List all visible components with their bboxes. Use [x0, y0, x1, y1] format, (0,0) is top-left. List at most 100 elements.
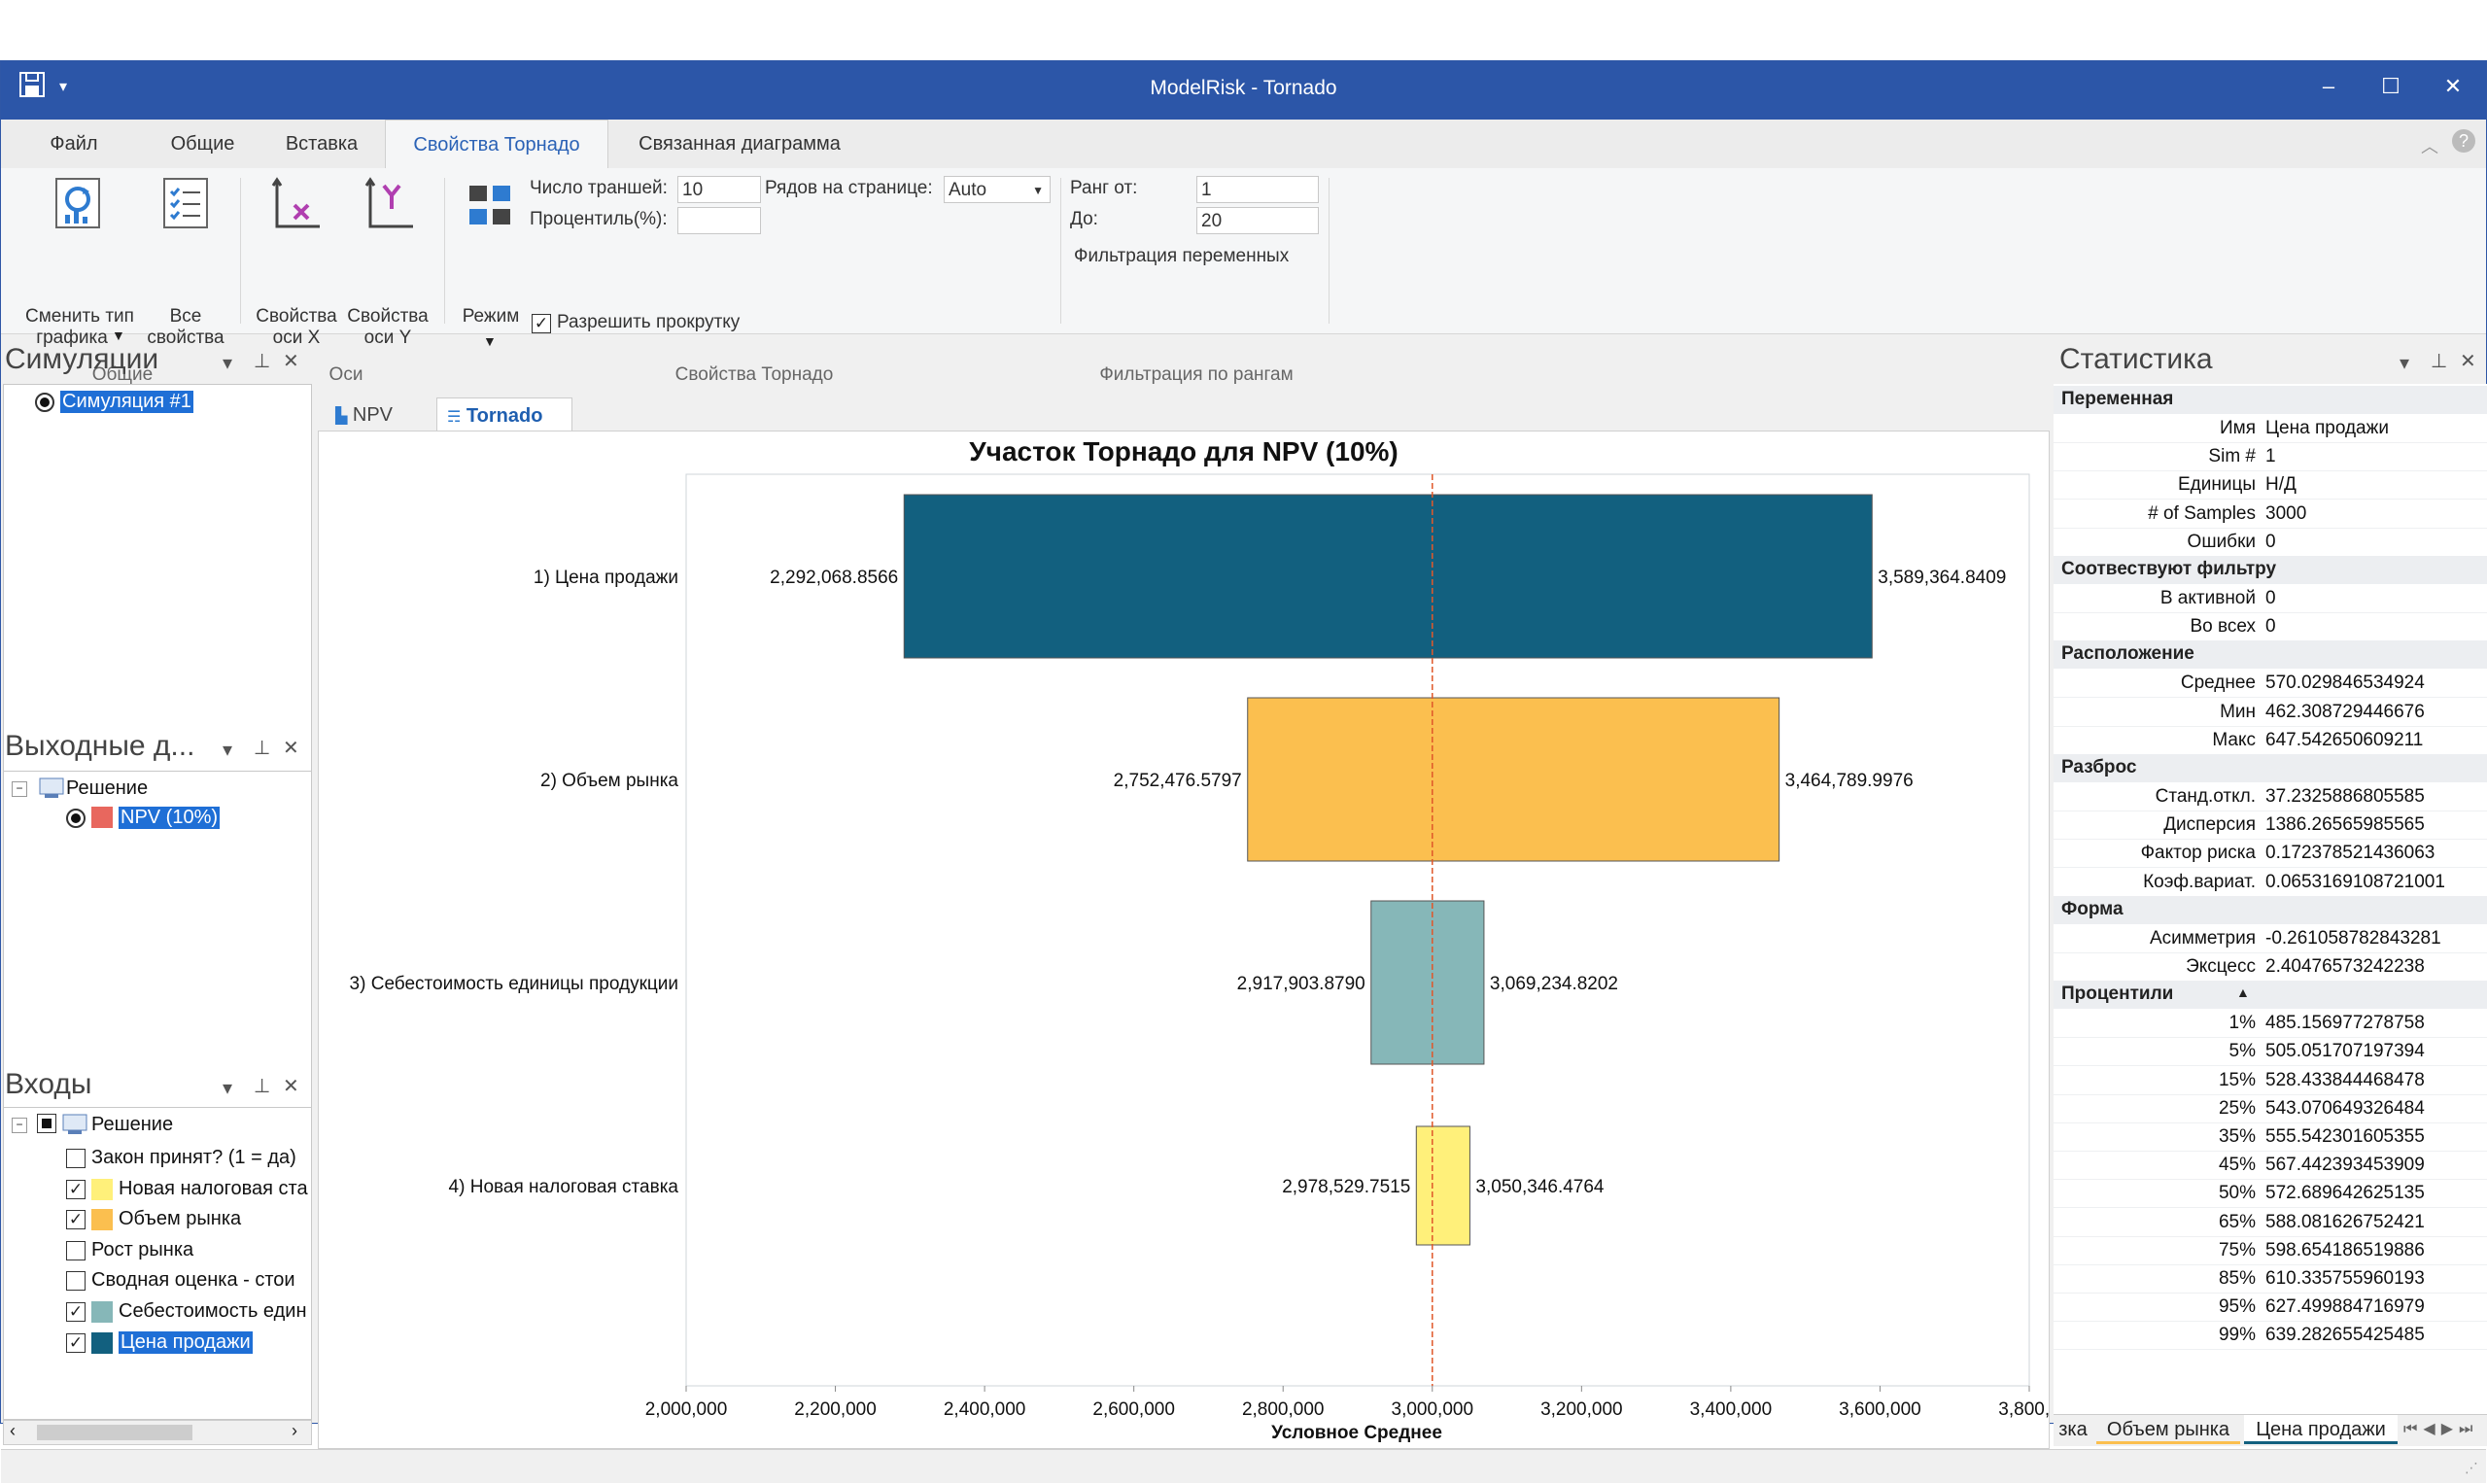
stats-value: 0: [2265, 531, 2276, 552]
x-axis-icon: [265, 176, 324, 239]
x-axis-label-1[interactable]: Свойства: [256, 306, 337, 327]
pane-dropdown-icon[interactable]: ▾: [223, 740, 233, 761]
all-properties-label-2[interactable]: свойства: [147, 328, 225, 348]
color-swatch: [91, 1301, 113, 1323]
tab-general[interactable]: Общие: [170, 133, 235, 155]
rank-to-input[interactable]: 20: [1196, 207, 1319, 234]
inputs-root[interactable]: Решение: [91, 1114, 174, 1135]
resize-grip-icon[interactable]: ⋰: [2465, 1460, 2478, 1475]
scrollbar-thumb[interactable]: [37, 1425, 192, 1440]
stats-row: Среднее 570.029846534924: [2054, 669, 2487, 699]
stats-value: -0.261058782843281: [2265, 927, 2441, 949]
collapse-icon[interactable]: −: [12, 781, 27, 797]
sort-ascending-icon[interactable]: ▲: [2236, 984, 2250, 1001]
stats-section-header: Соотвествуют фильтру: [2054, 556, 2487, 584]
input-item[interactable]: ✓ Новая налоговая ста: [4, 1176, 311, 1203]
change-chart-type-label-2[interactable]: графика: [36, 328, 108, 348]
x-tick-label: 3,400,000: [1690, 1399, 1773, 1420]
minimize-button[interactable]: –: [2322, 74, 2335, 98]
mode-dropdown-icon[interactable]: ▼: [483, 333, 497, 349]
rank-from-input[interactable]: 1: [1196, 176, 1319, 203]
close-window-button[interactable]: ✕: [2443, 74, 2463, 98]
stats-key: 95%: [2218, 1296, 2256, 1318]
input-item[interactable]: Рост рынка: [4, 1237, 311, 1264]
quick-access-dropdown[interactable]: ▾: [59, 79, 68, 95]
mode-icon: [467, 184, 516, 237]
tab-linked-chart[interactable]: Связанная диаграмма: [639, 133, 841, 155]
radio-selected-icon[interactable]: [35, 393, 54, 412]
bottom-tab-partial[interactable]: зка: [2058, 1419, 2088, 1440]
maximize-button[interactable]: ☐: [2381, 74, 2401, 98]
stats-key: 5%: [2228, 1041, 2256, 1062]
collapse-ribbon-icon[interactable]: ︿: [2421, 137, 2438, 156]
tab-navigation-icons[interactable]: ⏮◀▶⏭: [2403, 1421, 2479, 1437]
checkbox-unchecked[interactable]: [66, 1271, 86, 1292]
input-item[interactable]: ✓ Объем рынка: [4, 1206, 311, 1233]
allow-scroll-checkbox[interactable]: ✓: [532, 314, 551, 333]
all-properties-label-1[interactable]: Все: [169, 306, 202, 327]
stats-key: Дисперсия: [2163, 814, 2256, 836]
pane-dropdown-icon[interactable]: ▾: [223, 1078, 233, 1099]
stats-section-header: Разброс: [2054, 754, 2487, 782]
pin-icon[interactable]: ⊥: [254, 1076, 271, 1097]
high-value-label: 3,050,346.4764: [1475, 1177, 1605, 1197]
stats-value: 570.029846534924: [2265, 673, 2425, 694]
input-item[interactable]: ✓ Цена продажи: [4, 1329, 311, 1357]
dropdown-arrow-icon[interactable]: ▼: [112, 328, 125, 343]
input-item[interactable]: ✓ Себестоимость един: [4, 1298, 311, 1326]
stats-value: 1: [2265, 446, 2276, 467]
help-icon[interactable]: ?: [2452, 129, 2475, 153]
pin-icon[interactable]: ⊥: [2431, 351, 2448, 372]
output-item-npv[interactable]: NPV (10%): [119, 807, 221, 829]
simulation-item[interactable]: Симуляция #1: [60, 391, 193, 413]
filter-variables-button[interactable]: Фильтрация переменных: [1074, 246, 1290, 266]
save-icon[interactable]: [18, 71, 50, 106]
stats-value: 0.0653169108721001: [2265, 871, 2445, 892]
checkbox-checked[interactable]: ✓: [66, 1210, 86, 1230]
root-checkbox-partial[interactable]: [37, 1114, 56, 1133]
checkbox-checked[interactable]: ✓: [66, 1332, 86, 1353]
checkbox-checked[interactable]: ✓: [66, 1302, 86, 1322]
close-icon[interactable]: ✕: [283, 1076, 299, 1097]
radio-selected-icon[interactable]: [66, 809, 86, 828]
workbook-icon: [62, 1114, 87, 1140]
close-icon[interactable]: ✕: [2460, 351, 2476, 372]
pane-dropdown-icon[interactable]: ▾: [223, 353, 233, 374]
tab-npv[interactable]: ▙ NPV: [335, 397, 432, 432]
input-item[interactable]: Сводная оценка - стои: [4, 1267, 311, 1294]
stats-value: 2.40476573242238: [2265, 956, 2425, 977]
stats-row: Ошибки 0: [2054, 528, 2487, 557]
horizontal-scrollbar[interactable]: ‹ ›: [3, 1420, 312, 1445]
close-icon[interactable]: ✕: [283, 738, 299, 759]
high-value-label: 3,069,234.8202: [1490, 974, 1618, 994]
pin-icon[interactable]: ⊥: [254, 351, 271, 372]
checkbox-unchecked[interactable]: [66, 1240, 86, 1260]
tab-tornado[interactable]: ☴ Tornado: [436, 397, 572, 432]
tab-insert[interactable]: Вставка: [285, 133, 359, 155]
x-axis-label-2[interactable]: оси X: [272, 328, 321, 348]
tab-tornado-properties[interactable]: Свойства Торнадо: [385, 120, 608, 168]
tab-file[interactable]: Файл: [50, 133, 98, 155]
status-bar: ⋰: [1, 1449, 2486, 1483]
percentile-input[interactable]: [677, 207, 761, 234]
checkbox-checked[interactable]: ✓: [66, 1179, 86, 1199]
outputs-root[interactable]: Решение: [66, 777, 149, 799]
close-icon[interactable]: ✕: [283, 351, 299, 372]
tornado-bar: [903, 494, 1873, 659]
bottom-tab-sale-price[interactable]: Цена продажи: [2244, 1415, 2398, 1444]
change-chart-type-label-1[interactable]: Сменить тип: [25, 306, 134, 327]
input-item[interactable]: Закон принят? (1 = да): [4, 1145, 311, 1172]
pin-icon[interactable]: ⊥: [254, 738, 271, 759]
stats-section-header: Расположение: [2054, 640, 2487, 670]
checkbox-unchecked[interactable]: [66, 1149, 86, 1168]
collapse-icon[interactable]: −: [12, 1118, 27, 1133]
bottom-tab-market-volume[interactable]: Объем рынка: [2096, 1415, 2240, 1444]
y-axis-label-1[interactable]: Свойства: [347, 306, 429, 327]
scroll-left-icon[interactable]: ‹: [10, 1421, 16, 1440]
pane-dropdown-icon[interactable]: ▾: [2400, 353, 2410, 374]
scroll-right-icon[interactable]: ›: [292, 1421, 297, 1440]
y-axis-label-2[interactable]: оси Y: [363, 328, 412, 348]
rows-per-page-select[interactable]: Auto ▼: [944, 176, 1051, 203]
mode-label[interactable]: Режим: [462, 306, 520, 327]
tranches-input[interactable]: 10: [677, 176, 761, 203]
